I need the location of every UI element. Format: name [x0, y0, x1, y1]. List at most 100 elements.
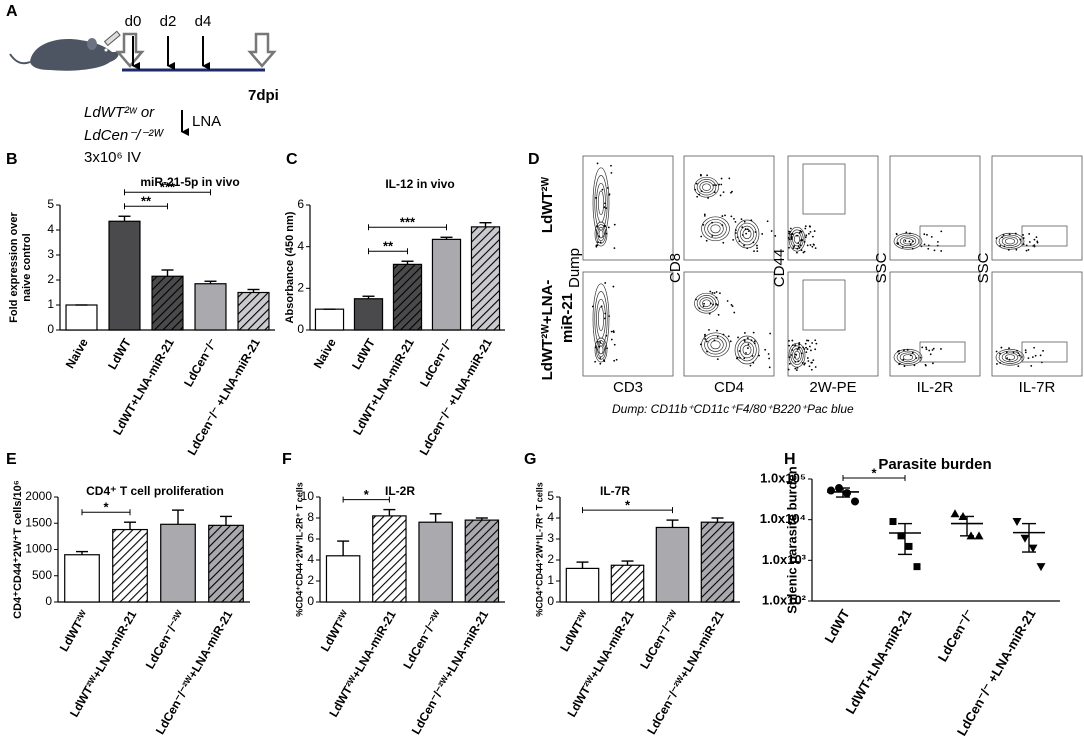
y-tick-label: 0 — [307, 594, 314, 608]
panel-label: E — [6, 451, 17, 468]
flow-event — [909, 243, 912, 246]
schematic: d0 d2 d4 7dpi LdWT²ʷ or LdCen⁻/⁻²ᵂ LNA 3… — [9, 13, 279, 166]
flow-contour — [595, 340, 607, 360]
flow-event — [736, 356, 739, 359]
flow-contour — [597, 226, 605, 242]
significance-label: * — [364, 487, 370, 502]
flow-event — [758, 354, 760, 357]
flow-event — [753, 342, 756, 345]
flow-event — [605, 334, 608, 337]
flow-event — [814, 247, 817, 250]
flow-event — [788, 238, 791, 241]
flow-event — [1008, 347, 1010, 350]
flow-event — [1035, 236, 1038, 239]
flow-event — [924, 363, 927, 366]
flow-event — [732, 238, 735, 241]
point — [827, 486, 835, 495]
flow-contour — [739, 225, 755, 243]
flow-event — [1017, 352, 1020, 355]
flow-event — [1008, 233, 1011, 236]
y-axis-label: naive control — [21, 233, 33, 301]
flow-gate — [802, 163, 846, 215]
flow-event — [735, 232, 737, 234]
flow-row-label: LdWT²ᵂ+LNA- — [539, 280, 556, 381]
flow-event — [787, 236, 790, 239]
flow-event — [804, 342, 807, 345]
flow-event — [791, 344, 794, 347]
x-tick-label: LdWT — [349, 336, 378, 372]
flow-event — [610, 330, 613, 333]
flow-contour — [704, 219, 727, 239]
mouse-icon — [30, 39, 119, 71]
flow-event — [753, 340, 756, 343]
flow-event — [908, 240, 911, 243]
flow-event — [722, 333, 725, 336]
y-tick-label: 4 — [307, 552, 314, 566]
panel-label: A — [6, 3, 18, 20]
y-axis-label: Fold expression over — [8, 211, 20, 322]
flow-event — [596, 225, 599, 228]
flow-event — [807, 360, 810, 362]
mouse-eye — [104, 48, 108, 52]
point — [974, 531, 984, 540]
flow-event — [745, 352, 747, 354]
flow-event — [737, 336, 739, 339]
flow-event — [721, 215, 724, 217]
flow-event — [1025, 249, 1028, 252]
flow-event — [811, 361, 813, 364]
flow-event — [1027, 248, 1030, 251]
flow-event — [1003, 245, 1006, 248]
flow-event — [901, 246, 904, 248]
flow-event — [898, 362, 901, 365]
flow-event — [610, 171, 613, 174]
flow-event — [752, 361, 755, 364]
y-tick-label: 1.0x10⁵ — [760, 470, 806, 485]
flow-contour — [710, 224, 721, 234]
bar — [208, 524, 244, 603]
flow-contour — [1004, 238, 1016, 245]
flow-event — [599, 241, 602, 244]
flow-event — [1036, 240, 1039, 243]
flow-event — [898, 349, 900, 352]
panel-label: D — [528, 151, 540, 168]
flow-event — [615, 358, 618, 361]
x-tick-label: LdCen⁻/⁻ — [935, 607, 977, 665]
flow-event — [695, 298, 697, 301]
bar — [65, 304, 98, 331]
flow-event — [814, 339, 817, 342]
y-tick-label: 3 — [547, 531, 554, 545]
y-tick-label: 5 — [547, 489, 554, 503]
bar — [470, 226, 501, 331]
y-tick-label: 1.0x10³ — [762, 552, 807, 567]
point — [889, 518, 897, 526]
flow-event — [613, 247, 616, 249]
flow-event — [804, 225, 807, 227]
x-tick-label: LdWT+LNA-miR-21 — [843, 607, 915, 717]
flow-event — [738, 240, 741, 243]
flow-event — [613, 359, 616, 362]
y-tick-label: 2 — [47, 272, 54, 286]
flow-event — [598, 345, 601, 348]
flow-event — [601, 188, 604, 191]
flow-gate — [1021, 341, 1068, 363]
flow-event — [928, 349, 931, 352]
flow-event — [793, 245, 796, 247]
x-tick-label: LdWT²ᵂ — [318, 608, 353, 654]
bar — [418, 521, 453, 603]
bar — [151, 275, 184, 331]
flow-event — [794, 356, 796, 359]
flow-event — [1015, 248, 1018, 251]
flow-event — [720, 183, 723, 186]
flow-event — [940, 250, 943, 252]
flow-event — [700, 190, 703, 193]
flow-event — [915, 357, 918, 359]
flow-event — [696, 195, 699, 198]
flow-event — [727, 335, 730, 338]
flow-event — [800, 239, 802, 242]
flow-event — [936, 241, 939, 243]
y-axis-label: %CD4⁺CD44⁺2W⁺IL-7R⁺ T cells — [534, 482, 544, 617]
flow-event — [730, 304, 733, 306]
flow-event — [895, 232, 898, 235]
flow-plot-frame — [787, 155, 879, 261]
bar — [314, 308, 345, 331]
